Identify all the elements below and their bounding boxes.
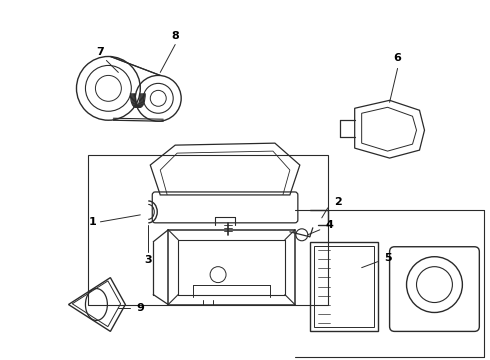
Text: 2: 2 bbox=[334, 197, 342, 207]
Text: 4: 4 bbox=[326, 220, 334, 230]
Text: 6: 6 bbox=[393, 54, 401, 63]
Bar bbox=[310, 242, 378, 332]
Text: 1: 1 bbox=[89, 217, 97, 227]
Bar bbox=[314, 246, 374, 328]
Text: 7: 7 bbox=[97, 48, 104, 58]
Text: 3: 3 bbox=[145, 255, 152, 265]
Text: 9: 9 bbox=[136, 302, 144, 312]
Text: 8: 8 bbox=[172, 31, 179, 41]
Bar bbox=[89, 155, 328, 305]
Text: 5: 5 bbox=[384, 253, 392, 263]
